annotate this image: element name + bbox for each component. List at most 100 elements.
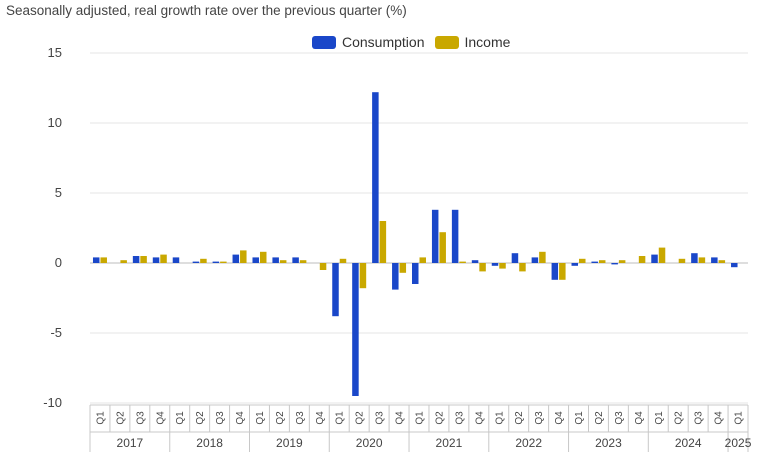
x-year-label: 2019 <box>276 436 303 450</box>
bar-consumption <box>232 254 240 263</box>
x-quarter-label: Q3 <box>295 411 306 425</box>
x-quarter-label: Q2 <box>434 411 445 425</box>
x-quarter-label: Q1 <box>415 411 426 425</box>
bar-income <box>140 256 147 263</box>
x-quarter-label: Q4 <box>714 411 725 425</box>
bar-consumption <box>591 261 598 263</box>
x-quarter-label: Q3 <box>135 411 146 425</box>
bar-income <box>339 258 347 263</box>
bar-consumption <box>92 257 100 263</box>
bar-consumption <box>471 260 479 263</box>
chart-legend: Consumption Income <box>312 34 510 50</box>
x-quarter-label: Q1 <box>654 411 665 425</box>
bar-consumption <box>172 257 180 263</box>
x-quarter-label: Q3 <box>694 411 705 425</box>
bar-income <box>319 263 327 270</box>
bar-income <box>539 251 546 263</box>
legend-label-consumption: Consumption <box>342 34 425 50</box>
bar-income <box>200 258 207 263</box>
x-quarter-label: Q4 <box>235 411 246 425</box>
bar-income <box>479 263 486 272</box>
bar-income <box>279 260 287 263</box>
x-quarter-label: Q2 <box>275 411 286 425</box>
x-quarter-label: Q2 <box>115 411 126 425</box>
x-year-label: 2021 <box>436 436 463 450</box>
bar-income <box>220 261 227 263</box>
bar-income <box>379 221 387 263</box>
x-quarter-label: Q2 <box>594 411 605 425</box>
bar-consumption <box>511 253 519 263</box>
bar-consumption <box>132 256 140 263</box>
bar-consumption <box>451 209 459 263</box>
bar-income <box>579 258 586 263</box>
bar-income <box>618 260 626 263</box>
grid-lines <box>90 52 748 404</box>
x-quarter-label: Q4 <box>155 411 166 425</box>
y-tick-label: 15 <box>48 45 62 60</box>
chart-subtitle: Seasonally adjusted, real growth rate ov… <box>6 3 407 18</box>
bar-income <box>459 261 466 263</box>
bar-consumption <box>332 263 339 317</box>
bar-income <box>519 263 526 272</box>
bar-income <box>698 257 706 263</box>
bar-consumption <box>491 263 499 266</box>
bar-consumption <box>431 209 439 263</box>
y-axis: 15 10 5 0 -5 -10 <box>43 45 62 410</box>
y-tick-label: -10 <box>43 395 62 410</box>
bars <box>92 92 738 396</box>
bar-income <box>240 250 247 263</box>
bar-consumption <box>711 257 718 263</box>
x-quarter-label: Q1 <box>335 411 346 425</box>
bar-consumption <box>152 257 160 263</box>
legend-item-income[interactable]: Income <box>434 34 511 50</box>
x-quarter-label: Q1 <box>574 411 585 425</box>
x-year-label: 2022 <box>515 436 542 450</box>
bar-income <box>299 260 307 263</box>
bar-income <box>359 263 367 289</box>
bar-income <box>120 260 127 263</box>
y-tick-label: 5 <box>55 185 62 200</box>
x-quarter-label: Q4 <box>474 411 485 425</box>
x-year-label: 2024 <box>675 436 702 450</box>
x-quarter-label: Q2 <box>674 411 685 425</box>
y-tick-label: 10 <box>48 115 62 130</box>
x-quarter-label: Q1 <box>494 411 505 425</box>
x-year-label: 2017 <box>117 436 144 450</box>
y-tick-label: 0 <box>55 255 62 270</box>
bar-income <box>598 260 606 263</box>
x-quarter-label: Q2 <box>355 411 366 425</box>
x-quarter-label: Q4 <box>395 411 406 425</box>
bar-income <box>419 257 426 263</box>
bar-income <box>678 258 686 263</box>
bar-consumption <box>212 261 220 263</box>
bar-consumption <box>392 263 399 290</box>
bar-consumption <box>352 263 359 396</box>
bar-consumption <box>272 257 279 263</box>
legend-swatch-income <box>434 35 459 49</box>
bar-consumption <box>292 257 299 263</box>
bar-consumption <box>651 254 658 263</box>
x-year-label: 2023 <box>595 436 622 450</box>
y-tick-label: -5 <box>50 325 62 340</box>
bar-income <box>559 263 566 280</box>
x-year-label: 2018 <box>196 436 223 450</box>
x-year-label: 2020 <box>356 436 383 450</box>
bar-consumption <box>531 257 539 263</box>
legend-item-consumption[interactable]: Consumption <box>312 34 425 50</box>
legend-label-income: Income <box>464 34 511 50</box>
bar-income <box>658 247 666 263</box>
x-quarter-label: Q1 <box>95 411 106 425</box>
bar-income <box>718 260 726 263</box>
bar-consumption <box>372 92 379 263</box>
bar-income <box>499 263 506 269</box>
x-quarter-label: Q3 <box>614 411 625 425</box>
x-quarter-label: Q4 <box>634 411 645 425</box>
x-quarter-label: Q3 <box>454 411 465 425</box>
bar-consumption <box>571 263 579 266</box>
bar-consumption <box>412 263 419 284</box>
x-quarter-label: Q4 <box>315 411 326 425</box>
x-quarter-label: Q4 <box>554 411 565 425</box>
bar-income <box>638 256 646 263</box>
x-quarter-label: Q3 <box>534 411 545 425</box>
